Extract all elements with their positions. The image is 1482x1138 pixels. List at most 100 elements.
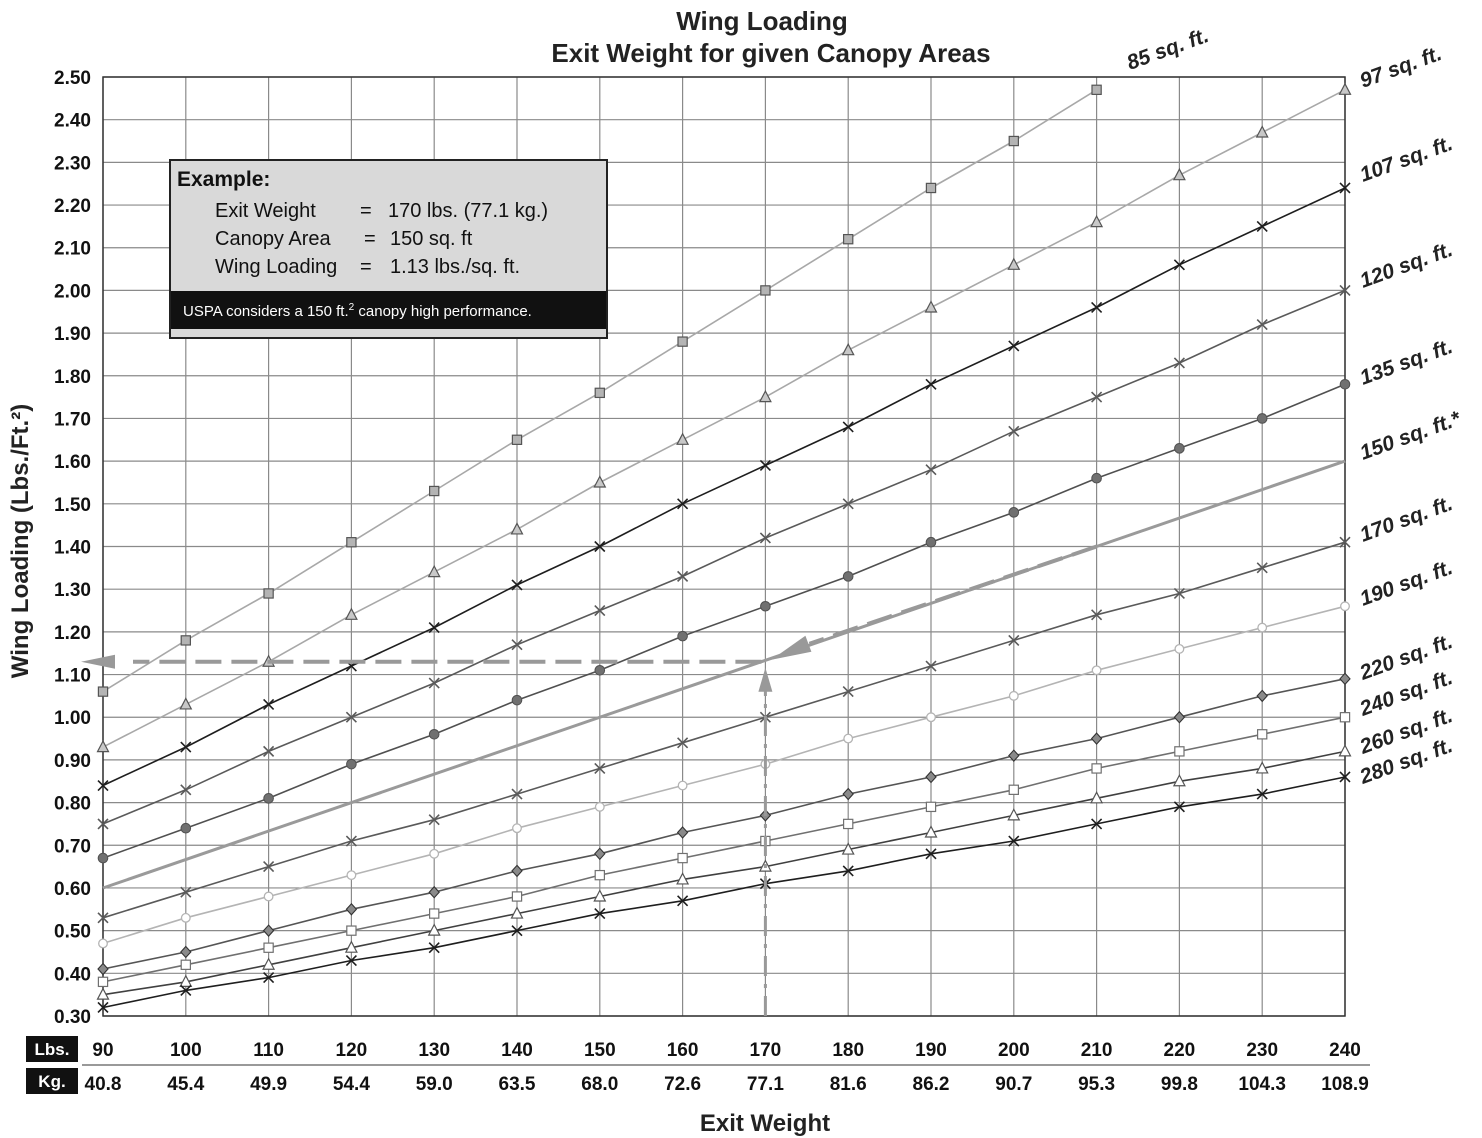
data-point [428,814,440,826]
example-note: USPA considers a 150 ft.2 canopy high pe… [183,302,532,320]
x-tick-label-lbs: 90 [92,1040,113,1061]
data-point [594,847,606,861]
data-point [1256,788,1268,800]
data-point [594,604,606,617]
data-point [1256,413,1268,424]
data-point [97,686,109,697]
data-point [179,697,193,710]
x-tick-label-lbs: 130 [418,1040,450,1061]
data-point [346,537,357,548]
y-tick-label: 2.40 [54,111,91,132]
series-label: 120 sq. ft. [1357,238,1456,293]
data-point [511,434,523,445]
kg-badge-bg [26,1068,78,1094]
data-point [262,924,275,937]
data-point [926,712,936,723]
example-row-eq: = [364,228,376,250]
series-markers [96,82,1352,1014]
data-point [180,784,192,796]
data-point [1173,710,1186,724]
y-tick-label: 1.90 [54,324,91,345]
data-point [344,607,358,620]
data-point [925,182,937,194]
y-tick-label: 0.70 [54,836,91,857]
example-diag-arrowhead [771,635,812,660]
x-tick-label-kg: 54.4 [333,1074,370,1095]
lbs-badge: Lbs. [26,1036,78,1062]
x-tick-label-kg: 104.3 [1238,1074,1286,1095]
series-label: 135 sq. ft. [1357,335,1456,390]
series-line [102,89,1346,748]
chart-title: Wing Loading [676,6,848,36]
data-point [346,925,357,936]
example-row-value: 1.13 lbs./sq. ft. [390,256,520,278]
y-tick-label: 0.30 [54,1007,91,1028]
data-point [511,639,523,651]
x-tick-label-lbs: 180 [832,1040,864,1061]
data-point [428,729,440,740]
data-point [676,872,690,885]
data-point [593,475,607,488]
data-point [97,976,109,988]
data-point [428,885,440,899]
x-tick-label-kg: 108.9 [1321,1074,1369,1095]
data-point [1091,665,1102,676]
y-tick-label: 1.50 [54,495,91,516]
data-point [842,787,854,801]
data-point [344,940,358,953]
data-point [677,780,688,791]
series-line [102,383,1346,859]
data-point [1090,732,1103,745]
example-note-suffix: canopy high performance. [354,303,532,320]
data-point [842,865,854,877]
data-point [1339,284,1351,296]
x-tick-label-lbs: 120 [336,1040,368,1061]
data-point [345,954,357,967]
lbs-badge-bg [26,1036,78,1062]
x-tick-label-lbs: 240 [1329,1040,1361,1061]
series-line [102,541,1346,919]
data-point [345,902,358,916]
data-point [842,686,854,698]
data-point [594,540,606,553]
data-point [427,564,441,578]
x-tick-label-lbs: 190 [915,1040,947,1061]
series-line [102,187,1346,787]
data-point [1008,690,1019,701]
y-tick-label: 1.10 [54,666,91,687]
data-point [842,233,854,245]
x-tick-label-lbs: 150 [584,1040,616,1061]
data-point [1173,259,1185,271]
data-point [1339,182,1351,194]
data-point [1091,472,1102,484]
x-tick-label-lbs: 200 [998,1040,1030,1061]
y-tick-label: 2.20 [54,196,91,217]
data-point [96,739,110,753]
data-point [97,779,109,792]
data-point [263,588,274,599]
y-tick-label: 1.00 [54,708,91,729]
data-point [1174,746,1185,757]
data-point [180,945,192,959]
data-point [1256,729,1268,740]
example-row-label: Exit Weight [215,200,316,222]
y-axis-title: Wing Loading (Lbs./Ft.²) [7,404,34,678]
data-point [759,532,771,544]
data-point [263,793,274,804]
chart-subtitle: Exit Weight for given Canopy Areas [551,38,990,68]
y-tick-label: 2.50 [54,68,91,89]
x-tick-label-lbs: 160 [667,1040,699,1061]
lbs-badge-label: Lbs. [35,1040,70,1059]
data-point [511,864,523,878]
data-point [1172,773,1186,787]
data-point [428,677,440,689]
data-point [925,660,937,672]
data-point [1173,801,1185,813]
x-tick-label-kg: 59.0 [416,1074,453,1095]
example-row-eq: = [360,256,372,278]
example-row-value: 170 lbs. (77.1 kg.) [388,200,548,222]
data-point [677,852,688,864]
data-point [1008,135,1020,147]
x-tick-label-kg: 72.6 [664,1074,701,1095]
grid [102,76,1346,1017]
